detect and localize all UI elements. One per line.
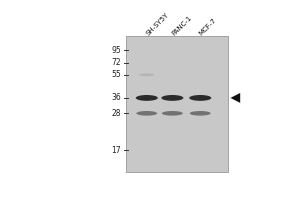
Ellipse shape [136,95,158,101]
Text: 28: 28 [112,109,121,118]
Ellipse shape [162,111,183,116]
Text: 55: 55 [112,70,121,79]
Ellipse shape [139,73,154,76]
Text: PANC-1: PANC-1 [170,14,193,36]
Text: SH-SY5Y: SH-SY5Y [145,11,170,36]
Ellipse shape [161,95,183,101]
Text: 95: 95 [112,46,121,55]
Text: 72: 72 [112,58,121,67]
Text: MCF-7: MCF-7 [198,17,218,36]
FancyBboxPatch shape [126,36,228,172]
Ellipse shape [136,111,157,116]
Text: 36: 36 [112,93,121,102]
Ellipse shape [189,95,211,101]
Polygon shape [230,93,240,103]
Ellipse shape [190,111,211,116]
Text: 17: 17 [112,146,121,155]
